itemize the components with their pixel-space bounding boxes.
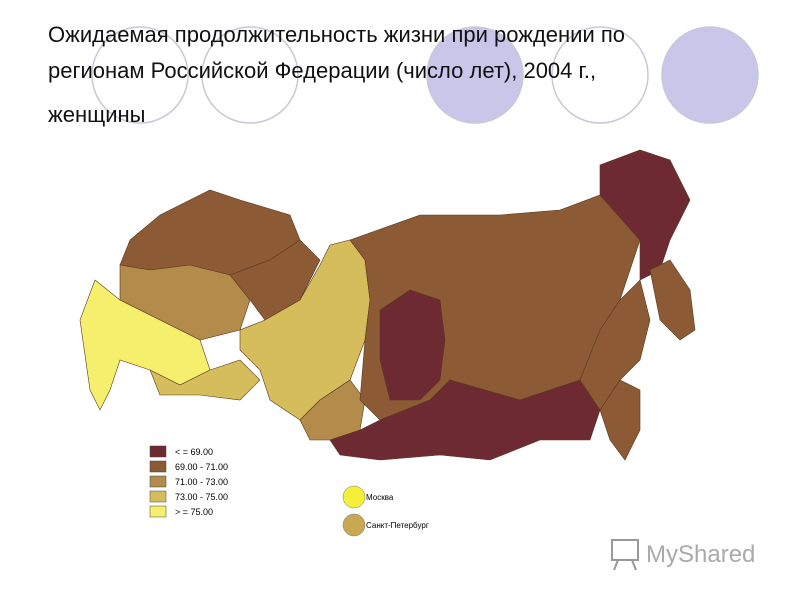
watermark: MyShared xyxy=(646,541,755,568)
city-label: Санкт-Петербург xyxy=(366,521,429,530)
title-line: Ожидаемая продолжительность жизни при ро… xyxy=(48,22,626,47)
city-legend: Москва Санкт-Петербург xyxy=(342,485,429,537)
title-line: регионам Российской Федерации (число лет… xyxy=(48,58,597,83)
decor-circles xyxy=(91,26,759,124)
region xyxy=(599,379,641,461)
legend-label: 73.00 - 75.00 xyxy=(175,492,228,502)
legend-swatch xyxy=(149,460,167,473)
legend-swatch xyxy=(149,445,167,458)
region xyxy=(649,259,696,341)
region xyxy=(229,239,321,321)
legend-swatch xyxy=(149,505,167,518)
region xyxy=(239,239,371,421)
city-label: Москва xyxy=(366,493,394,502)
city-marker xyxy=(342,485,366,509)
legend: < = 69.00 69.00 - 71.00 71.00 - 73.00 73.00… xyxy=(149,445,228,518)
region xyxy=(149,359,261,401)
region xyxy=(599,149,691,281)
region xyxy=(299,379,366,441)
russia-map xyxy=(79,149,696,461)
legend-swatch xyxy=(149,475,167,488)
watermark-icon xyxy=(611,539,639,571)
legend-label: 69.00 - 71.00 xyxy=(175,462,228,472)
title-line: женщины xyxy=(48,102,146,127)
region xyxy=(379,289,446,401)
legend-label: 71.00 - 73.00 xyxy=(175,477,228,487)
region xyxy=(579,279,651,411)
legend-label: < = 69.00 xyxy=(175,447,213,457)
legend-swatch xyxy=(149,490,167,503)
city-marker xyxy=(342,513,366,537)
legend-label: > = 75.00 xyxy=(175,507,213,517)
